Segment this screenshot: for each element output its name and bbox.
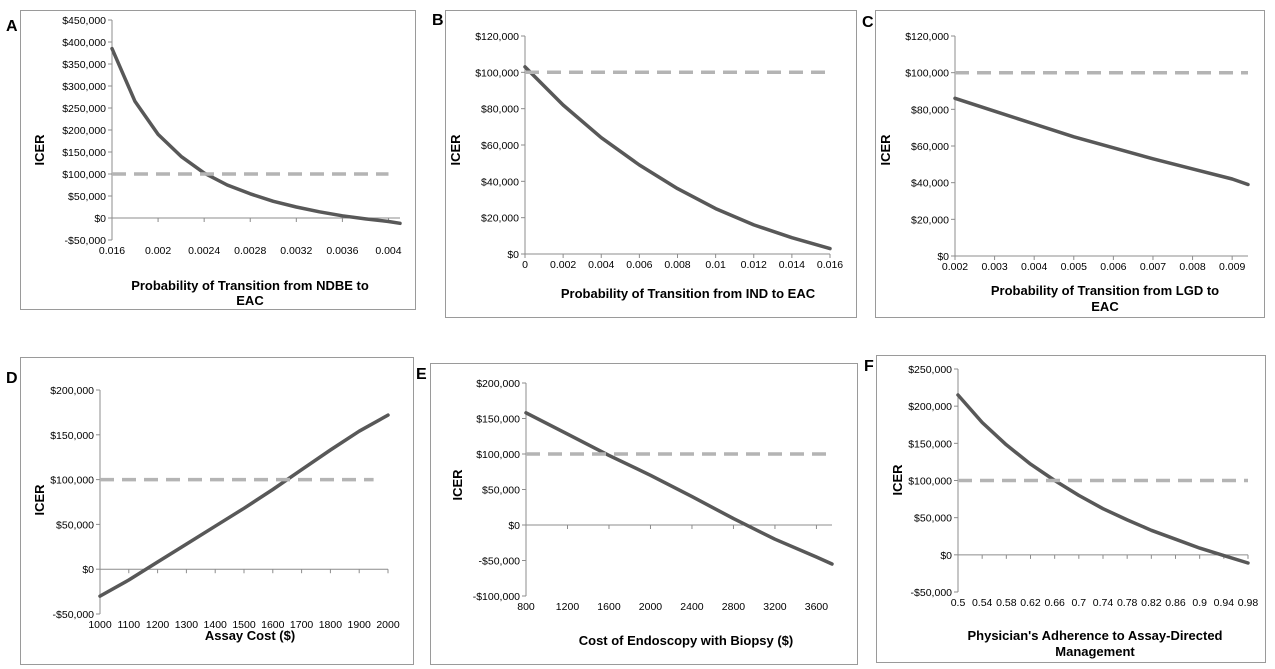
x-tick-label: 0.0036 bbox=[326, 245, 358, 257]
y-tick-label: $400,000 bbox=[62, 37, 106, 49]
x-tick-label: 0.0024 bbox=[188, 245, 220, 257]
y-tick-label: $50,000 bbox=[68, 191, 106, 203]
x-tick-label: 0.0028 bbox=[234, 245, 266, 257]
y-tick-label: $300,000 bbox=[62, 81, 106, 93]
panel-label: D bbox=[6, 370, 18, 387]
panel-label: F bbox=[864, 358, 874, 375]
y-tick-label: $250,000 bbox=[62, 103, 106, 115]
x-tick-label: 0.004 bbox=[375, 245, 401, 257]
y-tick-label: $100,000 bbox=[62, 169, 106, 181]
y-tick-label: $350,000 bbox=[62, 59, 106, 71]
y-tick-label: $0 bbox=[94, 213, 106, 225]
x-tick-label: 0.0032 bbox=[280, 245, 312, 257]
panel-label: E bbox=[416, 366, 427, 383]
x-axis-label: Probability of Transition from NDBE to bbox=[131, 278, 369, 293]
x-axis-label: EAC bbox=[236, 293, 264, 308]
y-tick-label: $150,000 bbox=[62, 147, 106, 159]
panel-label: A bbox=[6, 18, 18, 35]
panel-label: B bbox=[432, 12, 444, 29]
x-tick-label: 0.002 bbox=[145, 245, 171, 257]
panel-a bbox=[20, 10, 416, 310]
y-tick-label: $200,000 bbox=[62, 125, 106, 137]
y-tick-label: -$50,000 bbox=[65, 235, 107, 247]
y-tick-label: $450,000 bbox=[62, 15, 106, 27]
panel-label: C bbox=[862, 14, 874, 31]
icer-series-line bbox=[110, 46, 402, 226]
x-tick-label: 0.016 bbox=[99, 245, 125, 257]
y-axis-label: ICER bbox=[32, 134, 47, 166]
